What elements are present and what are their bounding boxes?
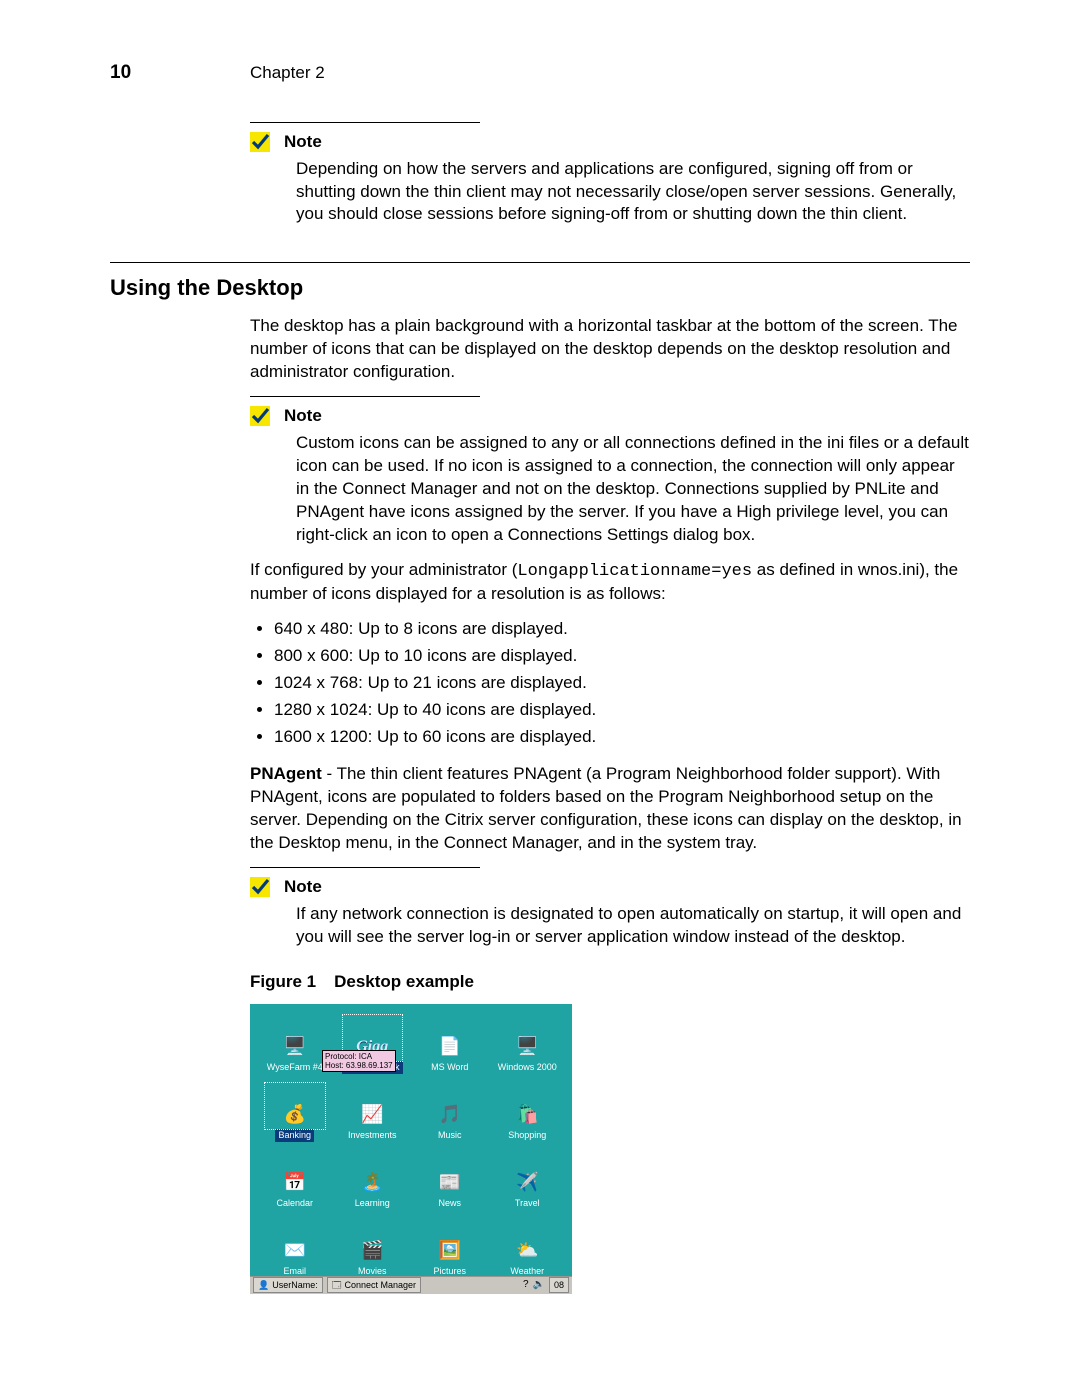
desktop-icon[interactable]: 📅 Calendar (256, 1146, 334, 1210)
note-rule (250, 867, 480, 868)
section-rule (110, 262, 970, 263)
list-item: 1600 x 1200: Up to 60 icons are displaye… (274, 726, 970, 749)
desktop-icon[interactable]: 🎵 Music (411, 1078, 489, 1142)
desktop-icon[interactable]: ✈️ Travel (489, 1146, 567, 1210)
note-label: Note (284, 131, 322, 154)
system-tray: ? 🔈 08 (523, 1277, 569, 1293)
desktop-icon-glyph: 🖥️ (512, 1033, 542, 1059)
taskbar-clock: 08 (549, 1277, 569, 1293)
body-paragraph: If configured by your administrator (Lon… (250, 559, 970, 607)
connection-tooltip: Protocol: ICA Host: 63.98.69.137 (322, 1050, 396, 1072)
desktop-icon-glyph: 📄 (435, 1033, 465, 1059)
desktop-icon-label: Calendar (276, 1197, 313, 1209)
desktop-icon-label: Music (438, 1129, 462, 1141)
figure-number: Figure 1 (250, 972, 316, 991)
taskbar-connect-manager-label: Connect Manager (345, 1279, 417, 1291)
desktop-icon-label: Travel (515, 1197, 540, 1209)
desktop-icon-label: Banking (275, 1129, 314, 1141)
desktop-icon-glyph: 🖼️ (435, 1237, 465, 1263)
figure-caption: Figure 1 Desktop example (250, 971, 970, 994)
chapter-label: Chapter 2 (250, 62, 325, 85)
note-body: Depending on how the servers and applica… (296, 158, 970, 227)
page-number: 10 (110, 60, 250, 86)
desktop-example: 🖥️WyseFarm #4GigaGiga Network📄MS Word🖥️W… (250, 1004, 572, 1294)
figure-title: Desktop example (334, 972, 474, 991)
list-item: 640 x 480: Up to 8 icons are displayed. (274, 618, 970, 641)
desktop-icon[interactable]: ⛅Weather (489, 1214, 567, 1278)
note-check-icon (250, 877, 270, 897)
taskbar-username-button[interactable]: 👤 UserName: (253, 1277, 323, 1293)
text-run: - The thin client features PNAgent (a Pr… (250, 764, 962, 852)
desktop-icon-label: News (438, 1197, 461, 1209)
desktop-icon[interactable]: 💰 Banking (256, 1078, 334, 1142)
note-body: Custom icons can be assigned to any or a… (296, 432, 970, 547)
desktop-icon[interactable]: 🖥️ Windows 2000 (489, 1010, 567, 1074)
desktop-icon-glyph: 🖥️ (280, 1033, 310, 1059)
section-heading: Using the Desktop (110, 273, 970, 303)
taskbar-username-label: UserName: (272, 1279, 318, 1291)
note-rule (250, 396, 480, 397)
note-label: Note (284, 405, 322, 428)
tray-help-icon[interactable]: ? (523, 1278, 529, 1292)
desktop-icon-label: MS Word (431, 1061, 468, 1073)
desktop-icon-glyph: 🎵 (435, 1101, 465, 1127)
desktop-icon[interactable]: 📄 MS Word (411, 1010, 489, 1074)
taskbar: 👤 UserName: 🗔 Connect Manager ? 🔈 08 (250, 1276, 572, 1294)
note-label: Note (284, 876, 322, 899)
desktop-icon-glyph: 🛍️ (512, 1101, 542, 1127)
desktop-icon[interactable]: ✉️Email (256, 1214, 334, 1278)
desktop-icon[interactable]: 🛍️ Shopping (489, 1078, 567, 1142)
desktop-icon-glyph: 🎬 (357, 1237, 387, 1263)
desktop-icon-label: Windows 2000 (498, 1061, 557, 1073)
desktop-icon-label: Shopping (508, 1129, 546, 1141)
desktop-icon[interactable]: 📰 News (411, 1146, 489, 1210)
text-run: If configured by your administrator ( (250, 560, 517, 579)
note-body: If any network connection is designated … (296, 903, 970, 949)
desktop-icon-label: Learning (355, 1197, 390, 1209)
list-item: 800 x 600: Up to 10 icons are displayed. (274, 645, 970, 668)
note-rule (250, 122, 480, 123)
note-check-icon (250, 132, 270, 152)
desktop-icon-glyph: 🏝️ (357, 1169, 387, 1195)
taskbar-connect-manager-button[interactable]: 🗔 Connect Manager (327, 1277, 421, 1293)
desktop-icon-glyph: 📅 (280, 1169, 310, 1195)
window-icon: 🗔 (332, 1279, 342, 1291)
user-icon: 👤 (258, 1279, 269, 1291)
tray-volume-icon[interactable]: 🔈 (533, 1278, 545, 1292)
inline-code: Longapplicationname=yes (517, 562, 752, 581)
list-item: 1280 x 1024: Up to 40 icons are displaye… (274, 699, 970, 722)
pnagent-label: PNAgent (250, 764, 322, 783)
desktop-icon-glyph: 📰 (435, 1169, 465, 1195)
desktop-icon[interactable]: 🏝️ Learning (334, 1146, 412, 1210)
desktop-icon-glyph: ✈️ (512, 1169, 542, 1195)
desktop-icon-label: WyseFarm #4 (267, 1061, 323, 1073)
body-paragraph: The desktop has a plain background with … (250, 315, 970, 384)
resolution-list: 640 x 480: Up to 8 icons are displayed. 8… (250, 618, 970, 749)
desktop-icon-glyph: ✉️ (280, 1237, 310, 1263)
desktop-icon[interactable]: 🖼️Pictures (411, 1214, 489, 1278)
desktop-icon-glyph: 📈 (357, 1101, 387, 1127)
list-item: 1024 x 768: Up to 21 icons are displayed… (274, 672, 970, 695)
desktop-icon-label: Investments (348, 1129, 397, 1141)
desktop-icon[interactable]: 📈 Investments (334, 1078, 412, 1142)
note-check-icon (250, 406, 270, 426)
desktop-icon-glyph: 💰 (280, 1101, 310, 1127)
desktop-icon[interactable]: 🎬Movies (334, 1214, 412, 1278)
desktop-icon-glyph: ⛅ (512, 1237, 542, 1263)
body-paragraph: PNAgent - The thin client features PNAge… (250, 763, 970, 855)
